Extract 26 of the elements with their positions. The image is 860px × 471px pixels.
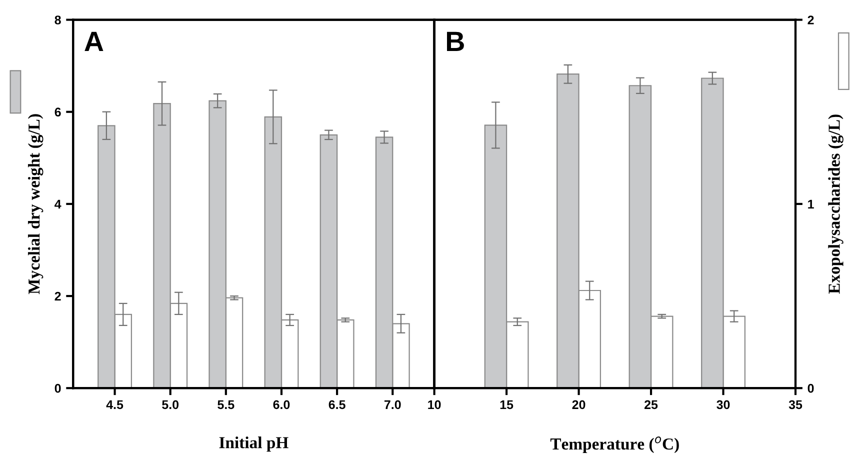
y2-axis-title: Exopolysaccharides (g/L) bbox=[828, 114, 844, 294]
x-tick-label: 35 bbox=[788, 400, 802, 410]
x-tick-label: 4.5 bbox=[106, 400, 124, 410]
y-tick-label: 2 bbox=[54, 292, 61, 301]
x-axis-title: Initial pH bbox=[219, 436, 288, 452]
y-axis-title: Mycelial dry weight (g/L) bbox=[28, 114, 44, 294]
x-tick-label: 10 bbox=[428, 400, 441, 410]
y2-tick-label: 0 bbox=[808, 384, 814, 393]
x-tick-label: 30 bbox=[716, 400, 730, 410]
y-tick-label: 4 bbox=[54, 200, 62, 208]
x-axis-title: Temperature ($^{o}$C) bbox=[550, 436, 679, 454]
y2-tick-label: 1 bbox=[808, 200, 814, 208]
x-tick-label: 5.0 bbox=[162, 400, 179, 410]
x-tick-label: 7.0 bbox=[384, 400, 401, 410]
y-tick-label: 6 bbox=[54, 108, 61, 117]
chart-title: A bbox=[84, 32, 104, 51]
x-tick-label: 15 bbox=[500, 400, 514, 410]
x-tick-label: 20 bbox=[572, 400, 586, 410]
y-tick-label: 0 bbox=[54, 384, 61, 393]
x-tick-label: 5.5 bbox=[218, 400, 234, 410]
x-tick-label: 25 bbox=[644, 400, 658, 410]
x-tick-label: 6.0 bbox=[273, 400, 290, 410]
y2-tick-label: 2 bbox=[808, 16, 814, 24]
chart-title: B bbox=[446, 32, 464, 51]
x-tick-label: 6.5 bbox=[328, 400, 346, 410]
y-tick-label: 8 bbox=[54, 16, 61, 24]
